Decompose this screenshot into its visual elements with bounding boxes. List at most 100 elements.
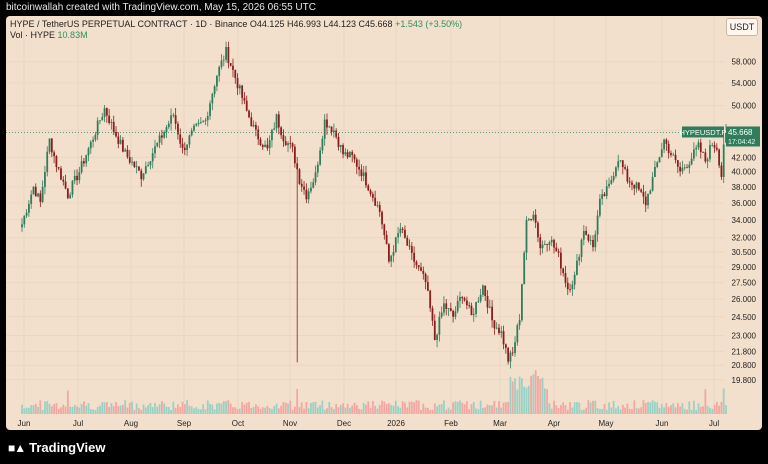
- volume-bar: [115, 402, 117, 414]
- candle-body: [371, 194, 374, 198]
- candle-body: [112, 121, 115, 132]
- volume-bar: [21, 404, 23, 414]
- candle-body: [300, 183, 303, 187]
- volume-bar: [426, 407, 429, 414]
- candle-body: [702, 151, 704, 153]
- candle-body: [408, 245, 411, 247]
- y-tick-label: 29.000: [732, 263, 757, 272]
- volume-bar: [672, 403, 675, 414]
- volume-bar: [316, 407, 319, 414]
- candle-body: [585, 230, 588, 235]
- volume-bar: [197, 408, 200, 414]
- candle-body: [447, 308, 450, 310]
- volume-bar: [686, 409, 688, 414]
- volume-bar: [238, 408, 241, 414]
- candle-body: [709, 145, 711, 160]
- candle-body: [511, 352, 514, 354]
- volume-bar: [362, 402, 365, 414]
- candle-body: [273, 128, 276, 130]
- volume-bar: [546, 389, 549, 414]
- candle-body: [456, 300, 459, 312]
- candle-body: [374, 197, 377, 206]
- volume-bar: [507, 402, 510, 414]
- volume-bar: [594, 400, 597, 414]
- volume-bar: [605, 409, 608, 414]
- candle-body: [660, 149, 663, 158]
- volume-bar: [30, 405, 33, 414]
- candle-body: [27, 203, 30, 213]
- candle-body: [32, 186, 35, 195]
- volume-bar: [353, 402, 356, 414]
- candle-body: [229, 63, 232, 66]
- candle-body: [44, 172, 46, 187]
- volume-bar: [349, 407, 351, 414]
- volume-bar: [422, 403, 425, 414]
- candle-body: [692, 149, 695, 159]
- candle-body: [280, 127, 283, 136]
- volume-bar: [550, 408, 553, 414]
- volume-bar: [408, 401, 411, 414]
- x-tick-label: Jun: [18, 419, 31, 428]
- volume-bar: [268, 407, 271, 414]
- tradingview-brand[interactable]: ■▲ TradingView: [8, 440, 105, 455]
- volume-bar: [541, 377, 544, 414]
- volume-bar: [365, 404, 367, 414]
- volume-bar: [454, 401, 457, 414]
- y-tick-label: 42.000: [732, 153, 757, 162]
- price-chart[interactable]: 58.00054.00050.00046.00042.00040.00038.0…: [6, 16, 762, 430]
- candle-body: [170, 115, 172, 124]
- volume-bar: [692, 400, 695, 414]
- candle-body: [688, 164, 691, 168]
- y-tick-label: 40.000: [732, 168, 757, 177]
- volume-bar: [525, 387, 528, 414]
- candle-body: [69, 194, 72, 199]
- candle-body: [516, 325, 519, 343]
- ohlc-values: O44.125 H46.993 L44.123 C45.668: [249, 19, 393, 29]
- candle-body: [500, 331, 503, 334]
- volume-bar: [642, 400, 645, 414]
- candle-body: [683, 167, 686, 169]
- candle-body: [562, 268, 565, 273]
- candle-body: [534, 214, 537, 223]
- volume-bar: [438, 404, 441, 414]
- candle-body: [46, 151, 49, 173]
- candle-body: [644, 196, 647, 206]
- volume-bar: [720, 401, 723, 414]
- candle-body: [601, 194, 604, 199]
- volume-bar: [518, 376, 521, 414]
- volume-bar: [667, 406, 670, 414]
- volume-bar: [287, 403, 289, 414]
- chart-frame[interactable]: 58.00054.00050.00046.00042.00040.00038.0…: [6, 16, 762, 430]
- volume-bar: [688, 401, 691, 414]
- volume-bar: [702, 406, 704, 414]
- candle-body: [621, 160, 624, 168]
- candle-body: [392, 252, 395, 256]
- candle-body: [117, 136, 120, 144]
- volume-bar: [50, 406, 53, 414]
- candle-body: [592, 239, 594, 248]
- volume-bar: [310, 402, 312, 414]
- candle-body: [220, 60, 223, 67]
- volume-bar: [89, 408, 92, 414]
- volume-bar: [27, 407, 30, 414]
- volume-bar: [323, 409, 326, 414]
- volume-bar: [539, 378, 542, 414]
- candle-body: [589, 239, 592, 241]
- candle-body: [651, 177, 654, 191]
- volume-bar: [117, 406, 120, 414]
- candle-body: [484, 285, 487, 297]
- candle-body: [342, 145, 344, 155]
- candle-body: [64, 181, 67, 189]
- candle-body: [310, 187, 312, 192]
- candle-body: [154, 146, 156, 154]
- volume-bar: [621, 404, 624, 414]
- candle-body: [610, 180, 613, 184]
- candle-body: [55, 156, 58, 168]
- candle-body: [715, 147, 718, 150]
- chart-caption: bitcoinwallah created with TradingView.c…: [0, 0, 768, 16]
- currency-button[interactable]: USDT: [726, 18, 758, 36]
- y-tick-label: 27.500: [732, 279, 757, 288]
- candle-body: [475, 302, 477, 314]
- candle-body: [532, 214, 535, 220]
- volume-bar: [713, 404, 716, 414]
